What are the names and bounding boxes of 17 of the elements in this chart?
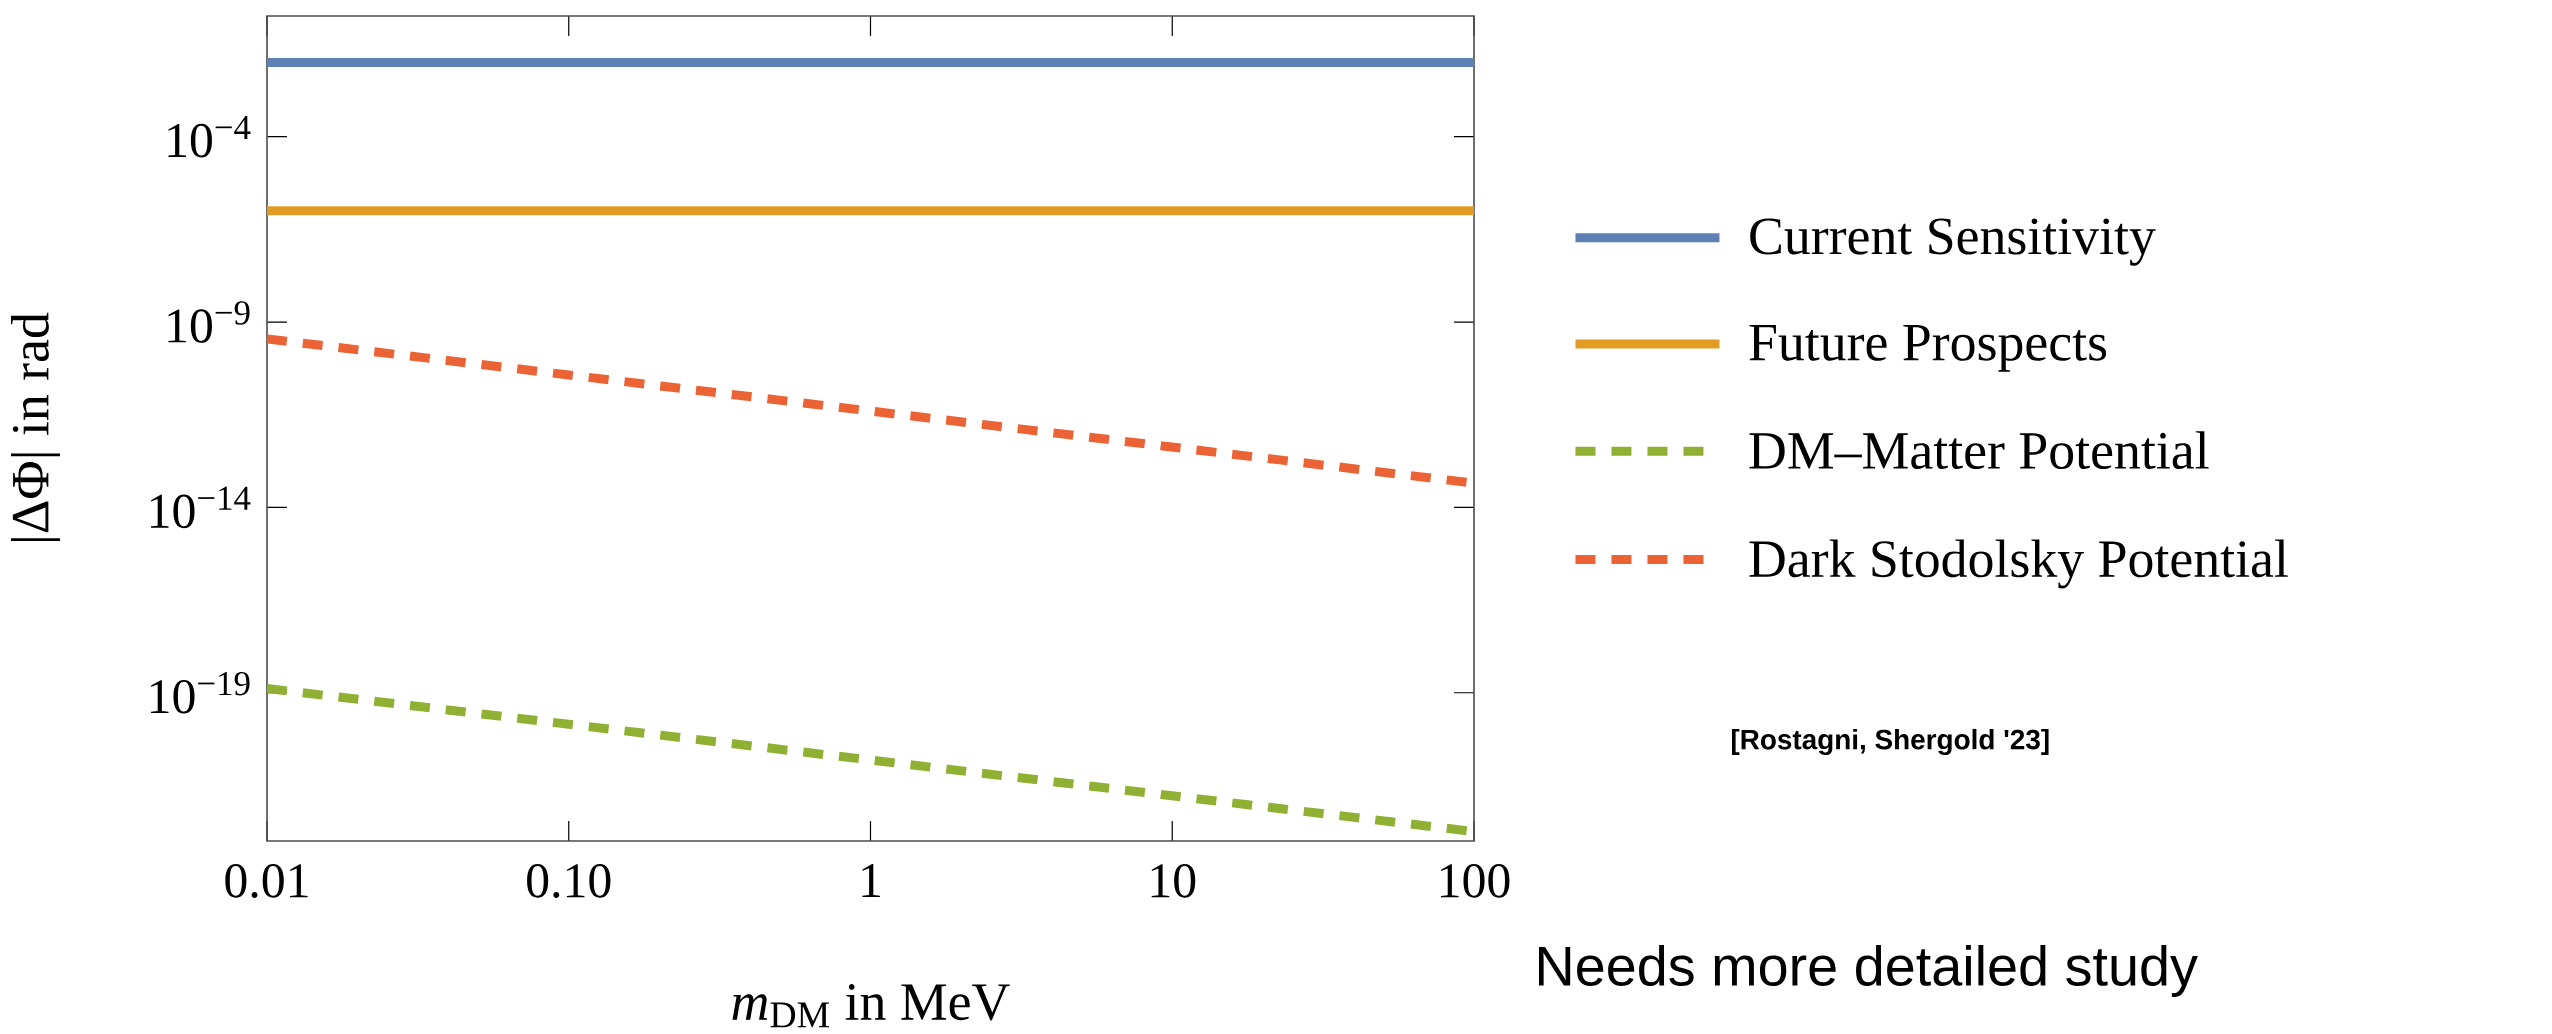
y-tick-label: 10$^{−9}$ xyxy=(168,301,250,343)
x-tick-label: 0.10 xyxy=(527,864,611,898)
x-tick-label: 0.01 xyxy=(225,864,308,898)
legend-label: Future Prospects xyxy=(1749,324,2107,372)
y-tick-label: 10$^{−19}$ xyxy=(150,671,250,714)
x-axis-title: m$_{DM}$ in MeV xyxy=(732,984,1010,1028)
legend-label: Current Sensitivity xyxy=(1750,218,2156,266)
x-tick-label: 100 xyxy=(1441,864,1510,898)
x-tick-label: 1 xyxy=(862,864,880,897)
y-axis-title: |ΔΦ| in rad xyxy=(11,312,60,541)
x-tick-label: 10 xyxy=(1151,864,1196,898)
text: Needs more detailed study xyxy=(1538,945,2198,997)
legend-label: Dark Stodolsky Potential xyxy=(1749,539,2288,589)
y-tick-label: 10$^{−4}$ xyxy=(168,115,251,158)
legend-label: DM–Matter Potential xyxy=(1749,431,2209,470)
y-tick-label: 10$^{−14}$ xyxy=(150,486,251,529)
text: [Rostagni, Shergold '23] xyxy=(1731,728,2049,756)
